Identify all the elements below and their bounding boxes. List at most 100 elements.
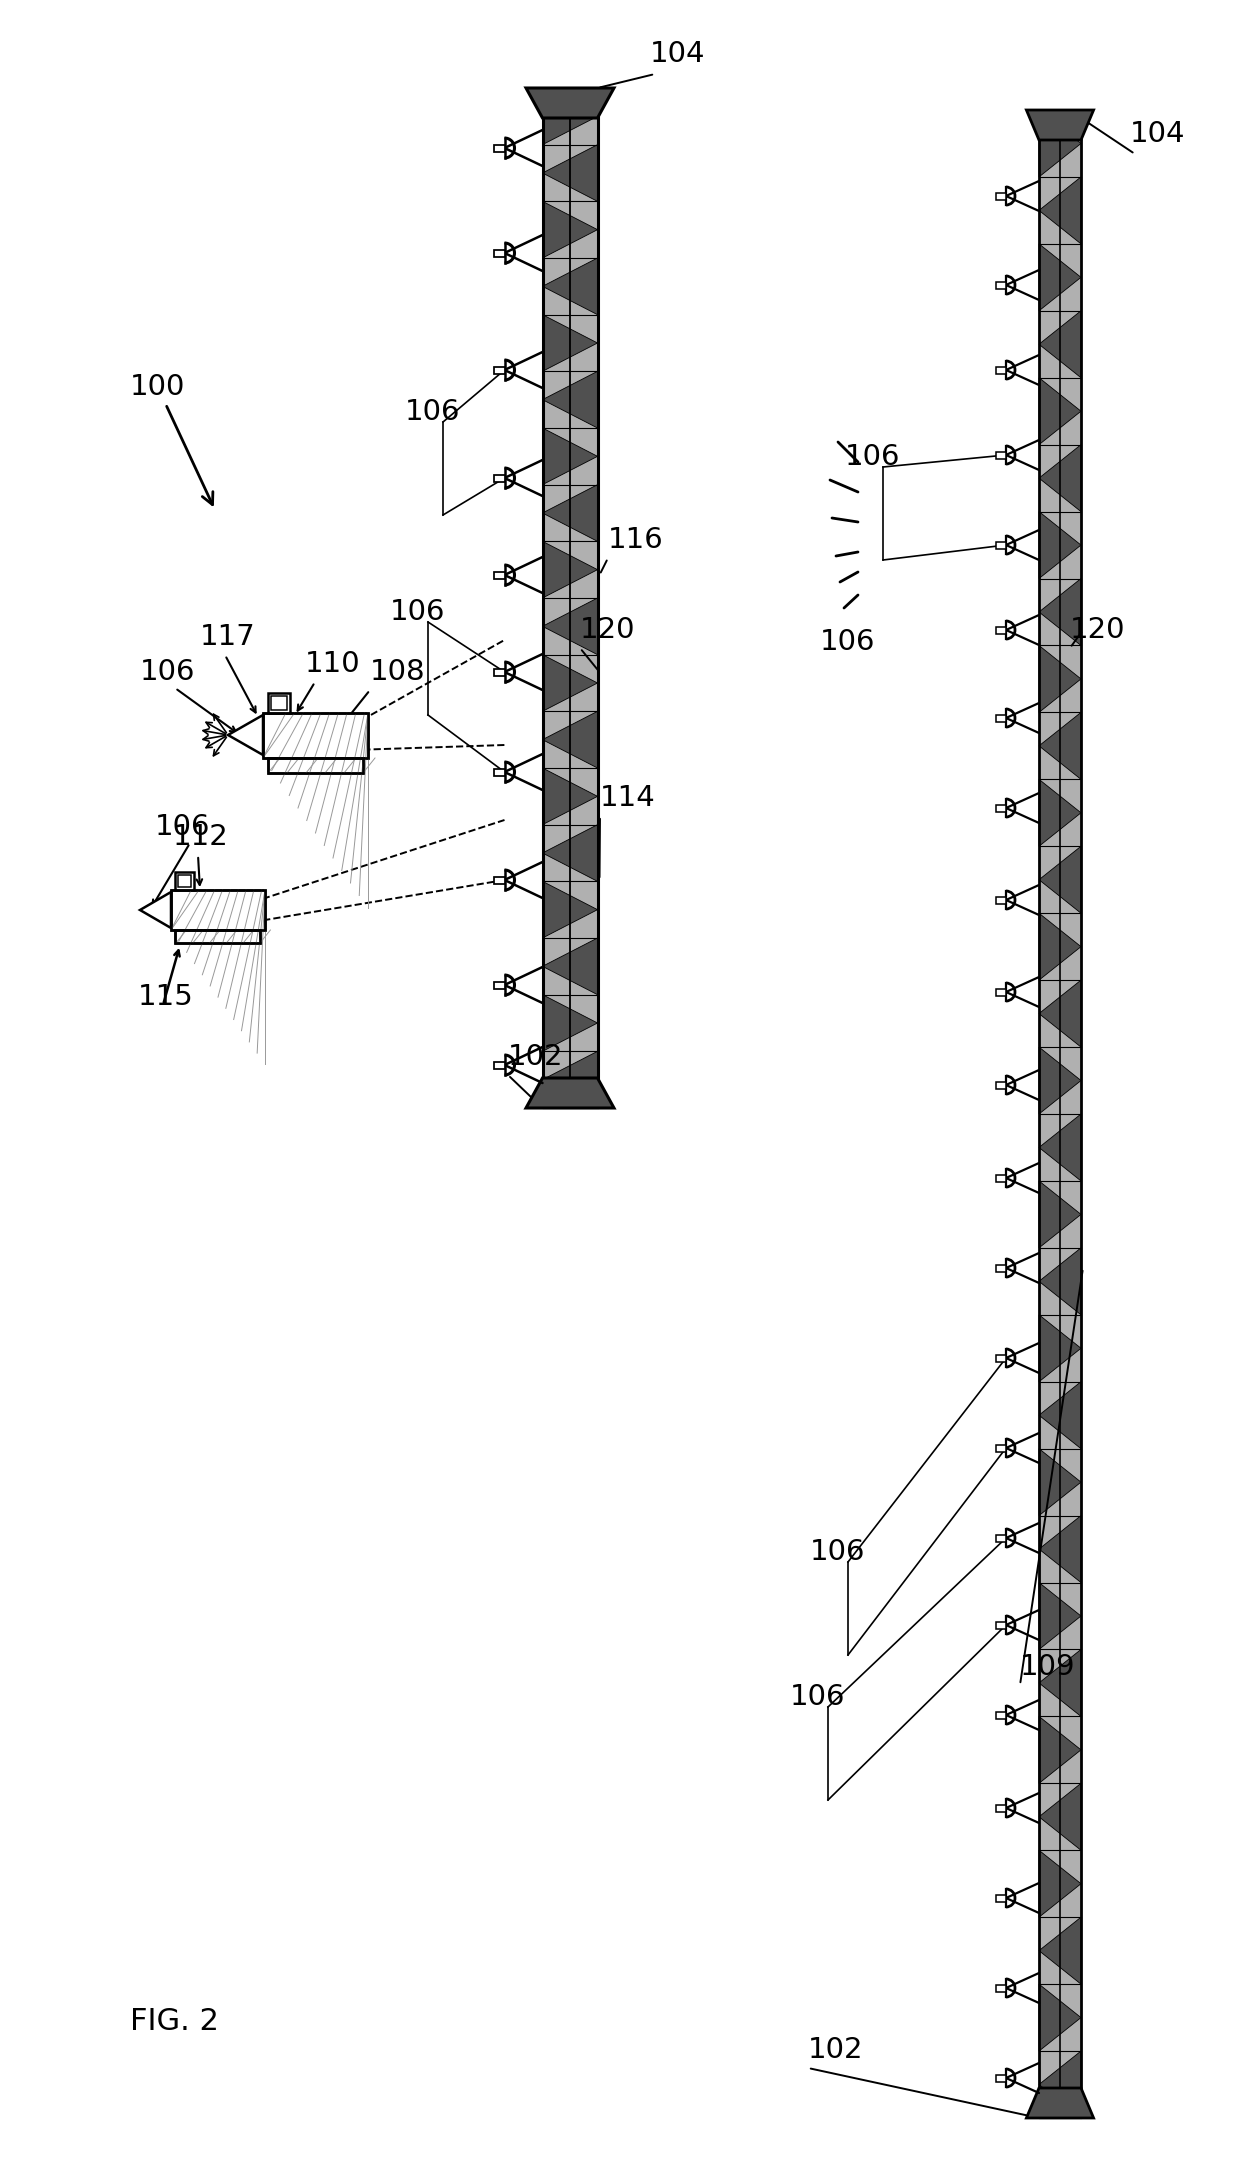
Bar — [996, 1895, 1006, 1901]
Polygon shape — [543, 87, 598, 146]
Bar — [494, 669, 505, 676]
Polygon shape — [140, 891, 171, 928]
Bar — [996, 626, 1006, 635]
Bar — [996, 1445, 1006, 1452]
Text: 120: 120 — [1070, 615, 1126, 643]
Polygon shape — [228, 715, 263, 754]
Text: 116: 116 — [608, 526, 663, 554]
Polygon shape — [1027, 2088, 1094, 2119]
Text: 102: 102 — [508, 1043, 563, 1071]
Polygon shape — [543, 711, 598, 767]
Bar — [996, 1712, 1006, 1719]
Bar — [175, 871, 193, 891]
Text: 117: 117 — [200, 624, 255, 652]
Text: 102: 102 — [808, 2036, 863, 2064]
Polygon shape — [1039, 111, 1081, 176]
Text: 106: 106 — [810, 1538, 866, 1567]
Bar — [494, 982, 505, 989]
Polygon shape — [1039, 713, 1081, 780]
Polygon shape — [1039, 1315, 1081, 1382]
Bar — [268, 758, 363, 774]
Text: 104: 104 — [650, 39, 706, 67]
Polygon shape — [543, 767, 598, 826]
Text: 108: 108 — [370, 658, 425, 687]
Bar — [171, 891, 265, 930]
Text: 114: 114 — [600, 784, 656, 813]
Bar — [996, 897, 1006, 904]
Polygon shape — [543, 315, 598, 372]
Bar — [494, 367, 505, 374]
Text: 106: 106 — [790, 1684, 846, 1710]
Polygon shape — [543, 146, 598, 202]
Text: 106: 106 — [844, 443, 900, 472]
Bar — [996, 193, 1006, 200]
Polygon shape — [1039, 1382, 1081, 1449]
Bar — [996, 1265, 1006, 1271]
Bar — [1039, 111, 1081, 2119]
Polygon shape — [1039, 980, 1081, 1047]
Polygon shape — [1039, 1649, 1081, 1717]
Polygon shape — [543, 995, 598, 1052]
Polygon shape — [543, 598, 598, 654]
Bar — [268, 758, 363, 774]
Bar — [996, 715, 1006, 721]
Polygon shape — [543, 541, 598, 598]
Bar — [272, 695, 286, 711]
Bar — [996, 452, 1006, 459]
Bar — [175, 930, 260, 943]
Polygon shape — [543, 939, 598, 995]
Polygon shape — [1039, 913, 1081, 980]
Text: 106: 106 — [391, 598, 445, 626]
Polygon shape — [543, 372, 598, 428]
Text: 120: 120 — [580, 615, 635, 643]
Bar — [494, 1060, 505, 1069]
Polygon shape — [1039, 1449, 1081, 1515]
Polygon shape — [1039, 445, 1081, 511]
Bar — [175, 930, 260, 943]
Bar — [268, 693, 290, 713]
Polygon shape — [1039, 1047, 1081, 1115]
Bar — [494, 474, 505, 482]
Bar — [543, 87, 598, 1108]
Polygon shape — [543, 428, 598, 485]
Bar — [494, 769, 505, 776]
Text: FIG. 2: FIG. 2 — [130, 2008, 219, 2036]
Bar — [996, 367, 1006, 374]
Bar — [494, 143, 505, 152]
Bar — [996, 989, 1006, 995]
Bar — [996, 1534, 1006, 1541]
Polygon shape — [1039, 2051, 1081, 2119]
Polygon shape — [543, 1052, 598, 1108]
Polygon shape — [1039, 780, 1081, 845]
Text: 109: 109 — [1021, 1654, 1075, 1682]
Polygon shape — [1039, 1917, 1081, 1984]
Bar — [494, 571, 505, 578]
Text: 106: 106 — [405, 398, 460, 426]
Text: 106: 106 — [155, 813, 211, 841]
Polygon shape — [1039, 176, 1081, 243]
Polygon shape — [1039, 645, 1081, 713]
Bar — [996, 1173, 1006, 1182]
Bar — [171, 891, 265, 930]
Polygon shape — [543, 485, 598, 541]
Text: 106: 106 — [140, 658, 196, 687]
Polygon shape — [543, 259, 598, 315]
Text: 112: 112 — [174, 824, 228, 852]
Polygon shape — [1039, 378, 1081, 445]
Text: 104: 104 — [1130, 120, 1185, 148]
Bar — [494, 250, 505, 256]
Bar — [996, 282, 1006, 289]
Bar — [996, 2075, 1006, 2082]
Polygon shape — [1039, 1515, 1081, 1582]
Bar — [996, 804, 1006, 811]
Bar — [494, 876, 505, 884]
Polygon shape — [1039, 243, 1081, 311]
Polygon shape — [543, 882, 598, 939]
Bar — [996, 541, 1006, 548]
Text: 110: 110 — [305, 650, 361, 678]
Bar — [996, 1621, 1006, 1628]
Polygon shape — [1039, 845, 1081, 913]
Text: 106: 106 — [820, 628, 875, 656]
Bar — [179, 876, 191, 887]
Polygon shape — [1027, 111, 1094, 139]
